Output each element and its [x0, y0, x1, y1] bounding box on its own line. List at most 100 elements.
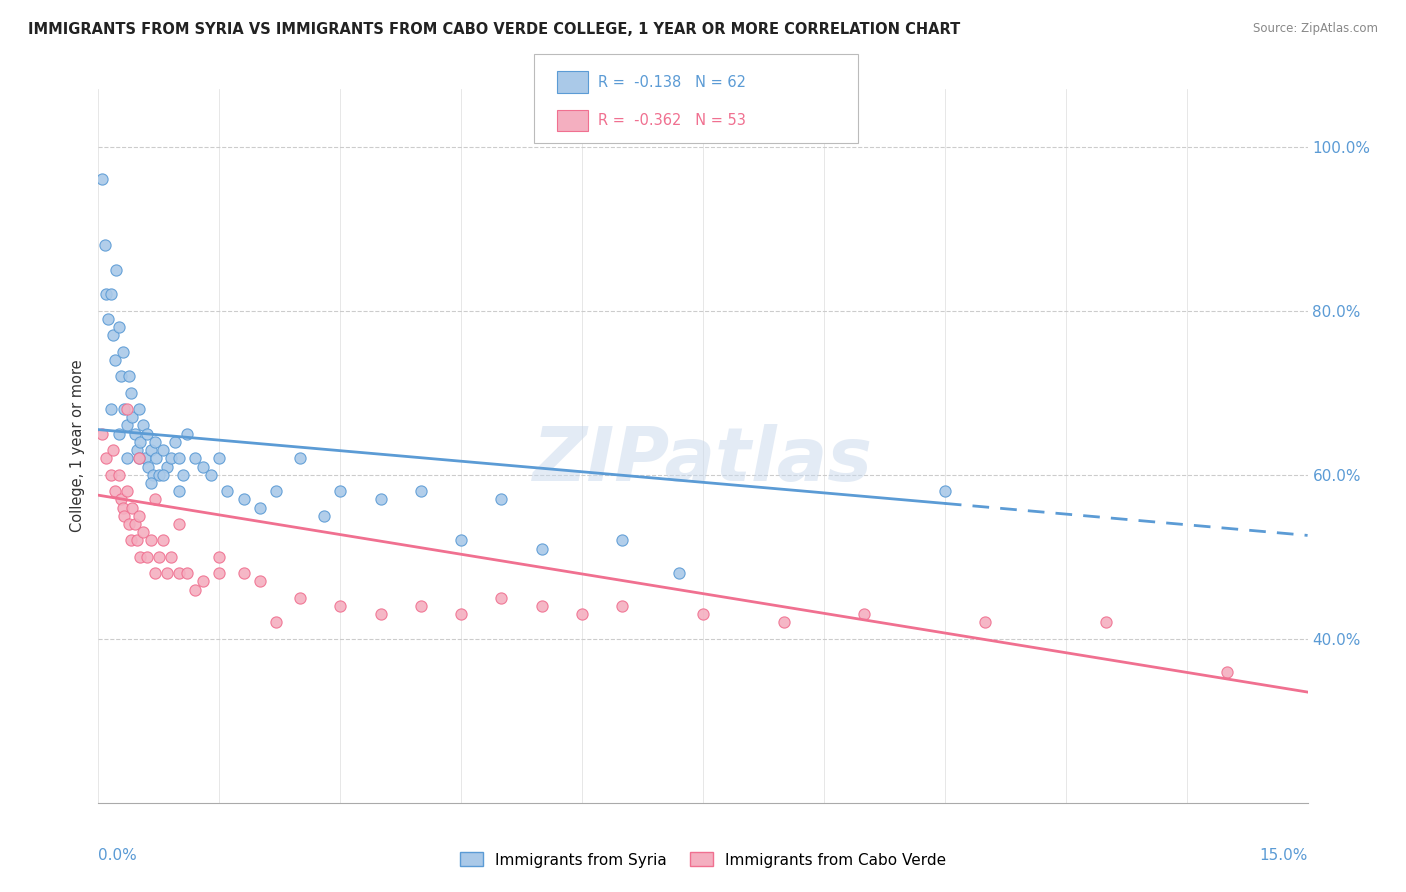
- Point: [107, 467, 129, 482]
- Point: [232, 492, 254, 507]
- Point: [152, 533, 174, 548]
- Point: [118, 369, 141, 384]
- Point: [139, 443, 162, 458]
- Point: [288, 451, 311, 466]
- Point: [208, 451, 231, 466]
- Point: [107, 320, 129, 334]
- Point: [145, 451, 167, 466]
- Point: [491, 591, 513, 605]
- Text: R =  -0.362   N = 53: R = -0.362 N = 53: [598, 113, 745, 128]
- Point: [100, 402, 122, 417]
- Point: [264, 615, 287, 630]
- Point: [111, 344, 134, 359]
- Point: [112, 508, 135, 523]
- Point: [612, 599, 634, 613]
- Point: [167, 566, 190, 581]
- Text: Source: ZipAtlas.com: Source: ZipAtlas.com: [1253, 22, 1378, 36]
- Point: [288, 591, 311, 605]
- Point: [143, 492, 166, 507]
- Point: [128, 451, 150, 466]
- Point: [264, 484, 287, 499]
- Point: [138, 459, 160, 474]
- Point: [148, 467, 170, 482]
- Point: [329, 599, 352, 613]
- Point: [450, 607, 472, 622]
- Point: [124, 516, 146, 531]
- Point: [370, 607, 392, 622]
- Point: [200, 467, 222, 482]
- Point: [124, 426, 146, 441]
- Point: [571, 607, 593, 622]
- Point: [97, 311, 120, 326]
- Point: [135, 426, 157, 441]
- Point: [96, 287, 118, 301]
- Point: [101, 328, 124, 343]
- Point: [142, 467, 165, 482]
- Point: [128, 402, 150, 417]
- Point: [156, 459, 179, 474]
- Text: 0.0%: 0.0%: [98, 848, 138, 863]
- Point: [249, 574, 271, 589]
- Point: [112, 402, 135, 417]
- Point: [208, 566, 231, 581]
- Point: [120, 533, 142, 548]
- Text: 15.0%: 15.0%: [1260, 848, 1308, 863]
- Point: [530, 541, 553, 556]
- Point: [110, 369, 132, 384]
- Point: [491, 492, 513, 507]
- Point: [692, 607, 714, 622]
- Point: [409, 599, 432, 613]
- Point: [128, 508, 150, 523]
- Point: [100, 467, 122, 482]
- Y-axis label: College, 1 year or more: College, 1 year or more: [70, 359, 86, 533]
- Point: [103, 352, 125, 367]
- Point: [135, 549, 157, 564]
- Point: [127, 533, 149, 548]
- Point: [193, 574, 215, 589]
- Point: [94, 238, 117, 252]
- Text: IMMIGRANTS FROM SYRIA VS IMMIGRANTS FROM CABO VERDE COLLEGE, 1 YEAR OR MORE CORR: IMMIGRANTS FROM SYRIA VS IMMIGRANTS FROM…: [28, 22, 960, 37]
- Point: [115, 402, 138, 417]
- Point: [105, 262, 128, 277]
- Point: [232, 566, 254, 581]
- Point: [152, 443, 174, 458]
- Point: [167, 451, 190, 466]
- Point: [612, 533, 634, 548]
- Point: [329, 484, 352, 499]
- Point: [139, 475, 162, 490]
- Point: [172, 467, 194, 482]
- Point: [118, 516, 141, 531]
- Point: [115, 484, 138, 499]
- Point: [530, 599, 553, 613]
- Point: [91, 172, 114, 186]
- Point: [409, 484, 432, 499]
- Point: [249, 500, 271, 515]
- Point: [668, 566, 690, 581]
- Point: [121, 500, 143, 515]
- Point: [160, 451, 183, 466]
- Point: [101, 443, 124, 458]
- Point: [111, 500, 134, 515]
- Point: [163, 434, 186, 449]
- Point: [128, 451, 150, 466]
- Point: [103, 484, 125, 499]
- Point: [160, 549, 183, 564]
- Point: [152, 467, 174, 482]
- Point: [120, 385, 142, 400]
- Point: [139, 533, 162, 548]
- Point: [156, 566, 179, 581]
- Point: [974, 615, 997, 630]
- Point: [121, 410, 143, 425]
- Point: [91, 426, 114, 441]
- Point: [208, 549, 231, 564]
- Point: [1216, 665, 1239, 679]
- Point: [110, 492, 132, 507]
- Point: [370, 492, 392, 507]
- Point: [167, 484, 190, 499]
- Text: R =  -0.138   N = 62: R = -0.138 N = 62: [598, 75, 745, 89]
- Point: [132, 418, 155, 433]
- Point: [853, 607, 876, 622]
- Point: [772, 615, 794, 630]
- Point: [96, 451, 118, 466]
- Point: [129, 434, 152, 449]
